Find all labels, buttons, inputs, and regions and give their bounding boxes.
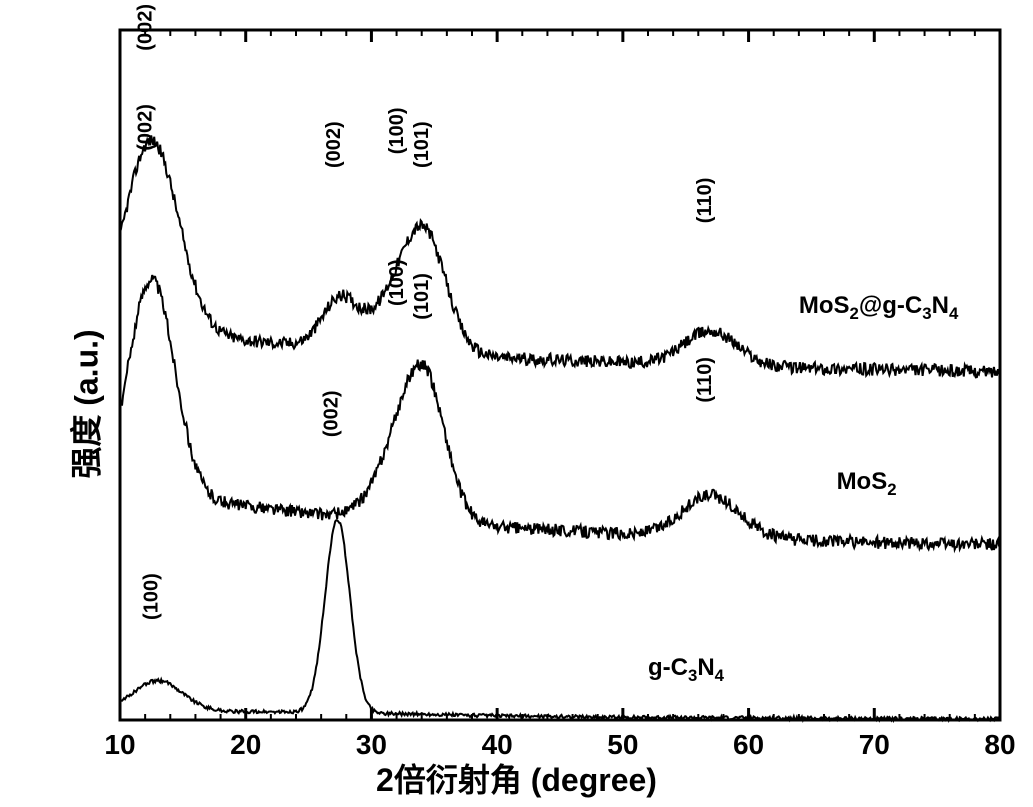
peak-label: (100) [141,573,163,620]
series-label: MoS2 [837,468,897,499]
x-tick-label: 70 [859,729,890,760]
series-label: MoS2@g-C3N4 [799,292,959,323]
xrd-trace [120,135,1000,377]
peak-label: (110) [694,357,716,403]
peak-label: (100) [386,259,408,306]
series-label: g-C3N4 [648,654,725,685]
plot-frame [120,30,1000,720]
x-tick-label: 80 [984,729,1015,760]
x-tick-label: 20 [230,729,261,760]
peak-label: (101) [411,273,433,320]
y-axis-label: 强度 (a.u.) [62,329,108,478]
peak-label: (002) [320,390,342,437]
xrd-trace [120,520,1000,720]
peak-label: (101) [411,121,433,168]
x-tick-label: 60 [733,729,764,760]
x-axis-label: 2倍衍射角 (degree) [376,755,657,801]
peak-label: (100) [386,107,408,154]
x-tick-label: 10 [104,729,135,760]
peak-label: (002) [134,104,156,151]
peak-label: (110) [694,178,716,224]
peak-label: (002) [323,121,345,168]
xrd-chart: 1020304050607080(002)(002)(100)(101)(110… [0,0,1033,807]
peak-label: (002) [134,4,156,51]
xrd-plot-svg: 1020304050607080(002)(002)(100)(101)(110… [0,0,1033,807]
